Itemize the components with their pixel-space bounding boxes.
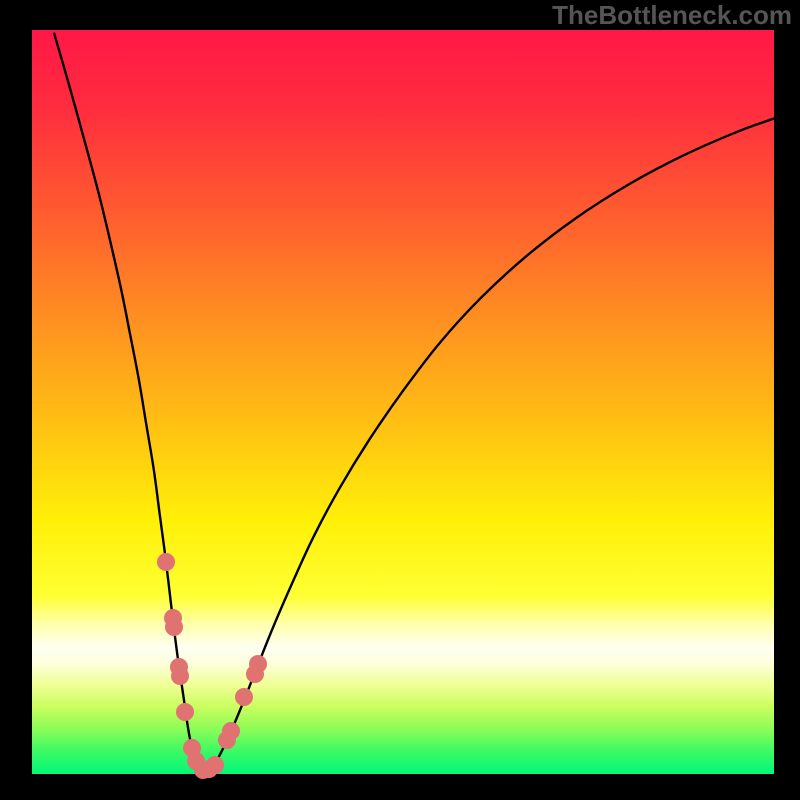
- data-marker: [235, 688, 253, 706]
- data-marker: [249, 655, 267, 673]
- data-marker: [222, 722, 240, 740]
- data-marker: [176, 703, 194, 721]
- data-marker: [165, 618, 183, 636]
- data-marker: [171, 667, 189, 685]
- data-marker: [206, 756, 224, 774]
- plot-background: [32, 30, 774, 774]
- data-marker: [157, 553, 175, 571]
- watermark-label: TheBottleneck.com: [552, 0, 792, 31]
